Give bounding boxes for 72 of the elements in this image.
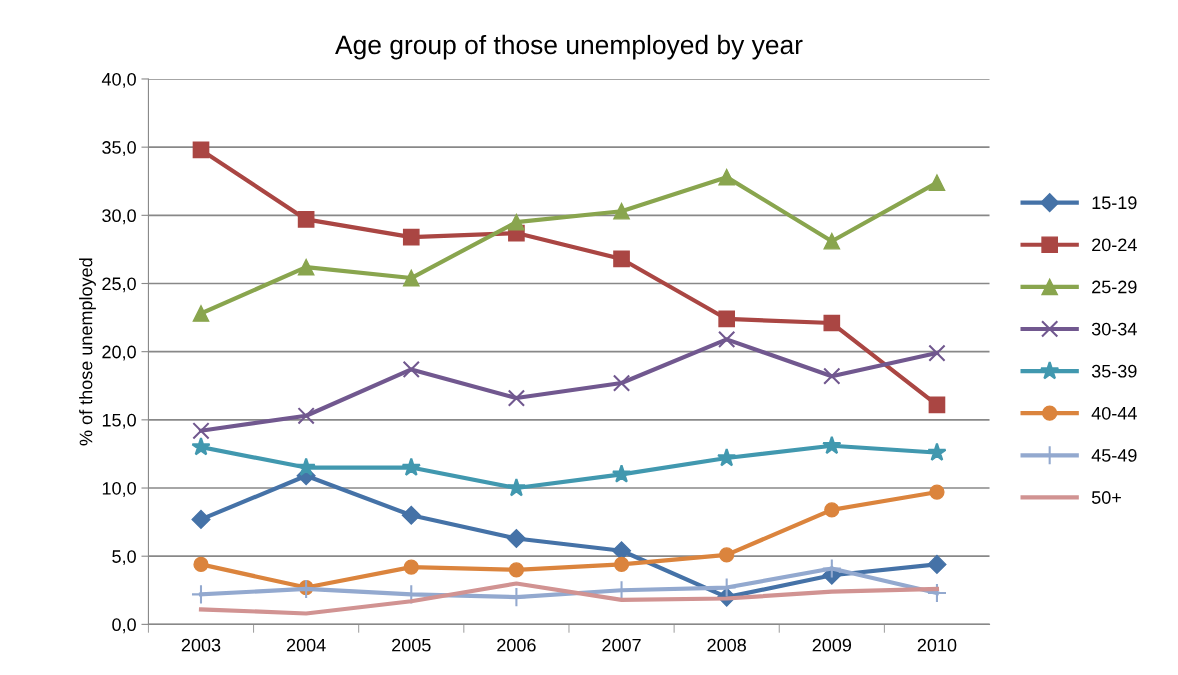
point <box>402 228 420 246</box>
legend-label: 35-39 <box>1091 364 1137 378</box>
point <box>928 174 946 191</box>
point <box>191 509 211 529</box>
point <box>611 464 632 483</box>
point <box>823 232 841 250</box>
y-tick-label: 0,0 <box>112 618 136 634</box>
point <box>297 258 315 276</box>
x-tick-label: 2005 <box>392 638 431 652</box>
point <box>297 211 315 228</box>
legend-label: 30-34 <box>1091 322 1137 336</box>
x-tick-label: 2007 <box>602 638 641 652</box>
point <box>506 528 526 549</box>
point <box>612 374 631 392</box>
point <box>401 457 421 476</box>
legend-label: 20-24 <box>1092 238 1137 252</box>
legend-label: 50+ <box>1091 491 1121 504</box>
point <box>613 250 630 268</box>
y-tick-label: 5,0 <box>112 550 136 566</box>
y-tick-label: 15,0 <box>102 413 136 429</box>
y-tick-label: 20,0 <box>102 345 136 361</box>
point <box>192 141 210 159</box>
y-tick-label: 25,0 <box>102 277 136 293</box>
y-tick-label: 10,0 <box>102 481 136 497</box>
point <box>191 437 211 456</box>
point <box>402 360 420 379</box>
point <box>719 547 735 563</box>
point <box>823 367 841 385</box>
point <box>402 269 420 287</box>
point <box>297 407 315 425</box>
point <box>508 213 525 231</box>
legend-label: 15-19 <box>1092 196 1137 210</box>
x-tick-label: 2006 <box>497 638 536 652</box>
point <box>927 442 947 461</box>
point <box>928 344 946 362</box>
line-series <box>198 581 940 616</box>
point <box>928 396 946 414</box>
point <box>717 447 737 467</box>
point <box>508 562 525 578</box>
x-tick-label: 2009 <box>812 638 852 652</box>
legend-label: 40-44 <box>1091 406 1137 420</box>
point <box>401 505 421 525</box>
point <box>507 389 526 407</box>
point <box>296 457 316 476</box>
point <box>822 435 842 455</box>
x-tick-label: 2004 <box>286 638 326 652</box>
point <box>718 330 736 349</box>
point <box>506 477 527 497</box>
point <box>824 502 840 518</box>
chart-title: Age group of those unemployed by year <box>335 34 803 60</box>
y-tick-label: 40,0 <box>101 72 136 88</box>
legend-label: 25-29 <box>1092 280 1137 294</box>
point <box>929 484 945 500</box>
x-tick-label: 2008 <box>707 638 746 652</box>
point <box>192 422 210 440</box>
point <box>613 202 630 220</box>
y-tick-label: 30,0 <box>102 209 136 225</box>
point <box>613 556 630 573</box>
point <box>821 558 842 579</box>
point <box>718 168 736 186</box>
point <box>926 582 948 604</box>
y-tick-label: 35,0 <box>102 141 136 156</box>
x-tick-label: 2010 <box>917 638 957 652</box>
point <box>403 559 419 575</box>
x-tick-label: 2003 <box>181 638 221 652</box>
point <box>192 305 210 322</box>
y-axis-title: % of those unemployed <box>79 258 96 446</box>
point <box>193 556 209 573</box>
point <box>823 314 841 332</box>
point <box>927 554 947 574</box>
point <box>718 310 736 328</box>
legend-label: 45-49 <box>1091 449 1137 462</box>
